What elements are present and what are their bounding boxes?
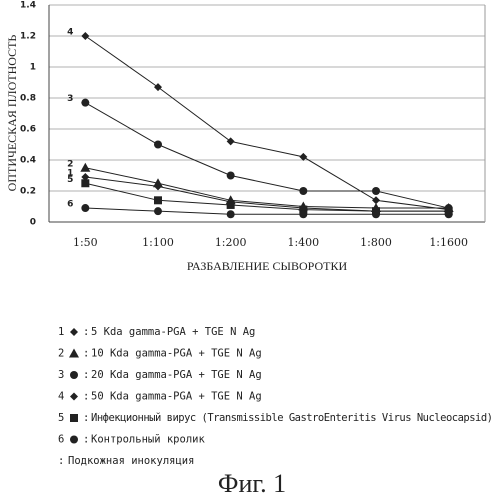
data-point bbox=[153, 178, 163, 188]
x-axis-label: РАЗБАВЛЕНИЕ СЫВОРОТКИ bbox=[187, 259, 348, 273]
data-point bbox=[372, 196, 380, 205]
legend-separator: : bbox=[83, 391, 89, 403]
legend-number: 1 bbox=[58, 326, 64, 338]
data-point bbox=[81, 32, 90, 40]
note: Подкожная инокуляция bbox=[68, 455, 194, 467]
legend-separator: : bbox=[83, 348, 89, 360]
y-tick-label: 0 bbox=[30, 218, 36, 228]
y-tick-label: 0.8 bbox=[20, 94, 36, 104]
y-tick-label: 1.4 bbox=[20, 1, 36, 11]
series-label: 5 bbox=[67, 175, 73, 185]
legend-marker bbox=[70, 328, 78, 336]
legend-marker bbox=[70, 392, 78, 401]
series-line bbox=[85, 35, 449, 211]
series-line bbox=[85, 176, 449, 212]
data-point bbox=[154, 207, 162, 216]
legend-separator: : bbox=[83, 412, 89, 424]
legend-number: 4 bbox=[58, 391, 64, 403]
data-point bbox=[226, 171, 235, 180]
data-point bbox=[299, 210, 308, 219]
data-point bbox=[226, 210, 235, 219]
x-tick-label: 1:1600 bbox=[429, 236, 468, 249]
legend-separator: : bbox=[83, 369, 89, 381]
legend-separator: : bbox=[83, 326, 89, 338]
series-line bbox=[85, 167, 449, 209]
data-point bbox=[226, 200, 235, 209]
data-point bbox=[80, 162, 91, 172]
x-tick-label: 1:400 bbox=[287, 236, 319, 249]
data-point bbox=[372, 210, 380, 219]
series-label: 6 bbox=[67, 200, 73, 210]
x-tick-label: 1:50 bbox=[73, 236, 98, 249]
series-label: 3 bbox=[67, 94, 73, 104]
series-line bbox=[85, 207, 449, 215]
data-point bbox=[444, 210, 453, 219]
legend-separator: : bbox=[83, 434, 89, 446]
data-point bbox=[154, 196, 162, 205]
legend-number: 6 bbox=[58, 434, 64, 446]
x-tick-label: 1:200 bbox=[215, 236, 247, 249]
legend-marker bbox=[70, 414, 78, 422]
series-label: 1 bbox=[67, 169, 73, 179]
legend-number: 2 bbox=[58, 348, 64, 360]
series-label: 4 bbox=[67, 28, 73, 38]
note-separator: : bbox=[58, 455, 64, 467]
series-label: 2 bbox=[67, 159, 73, 169]
legend-text: 50 Kda gamma-PGA + TGE N Ag bbox=[91, 391, 262, 403]
data-point bbox=[299, 152, 308, 161]
series-line bbox=[85, 182, 449, 212]
data-point bbox=[299, 205, 308, 214]
figure-caption: Фиг. 1 bbox=[218, 469, 286, 498]
y-tick-label: 0.6 bbox=[20, 125, 36, 135]
x-tick-label: 1:100 bbox=[142, 236, 174, 249]
legend-text: 20 Kda gamma-PGA + TGE N Ag bbox=[91, 369, 262, 381]
legend-number: 3 bbox=[58, 369, 64, 381]
legend-marker bbox=[70, 435, 78, 444]
data-point bbox=[81, 204, 90, 213]
legend-text: Инфекционный вирус (Transmissible Gastro… bbox=[91, 412, 493, 424]
data-point bbox=[81, 173, 90, 182]
y-tick-label: 1 bbox=[30, 63, 36, 73]
x-tick-label: 1:800 bbox=[360, 236, 392, 249]
data-point bbox=[154, 140, 162, 149]
data-point bbox=[81, 98, 90, 107]
legend-text: Контрольный кролик bbox=[91, 434, 205, 446]
legend-marker bbox=[69, 348, 79, 358]
legend-text: 5 Kda gamma-PGA + TGE N Ag bbox=[91, 326, 255, 338]
legend-marker bbox=[70, 371, 78, 379]
y-tick-label: 1.2 bbox=[20, 32, 36, 42]
data-point bbox=[299, 187, 308, 195]
series-line bbox=[85, 102, 449, 209]
y-tick-label: 0.4 bbox=[20, 156, 36, 166]
legend-text: 10 Kda gamma-PGA + TGE N Ag bbox=[91, 348, 262, 360]
data-point bbox=[81, 179, 90, 188]
y-tick-label: 0.2 bbox=[20, 187, 36, 197]
data-point bbox=[226, 137, 235, 146]
data-point bbox=[154, 83, 162, 92]
data-point bbox=[372, 187, 380, 195]
legend-number: 5 bbox=[58, 412, 64, 424]
y-axis-label: ОПТИЧЕСКАЯ ПЛОТНОСТЬ bbox=[5, 35, 19, 192]
